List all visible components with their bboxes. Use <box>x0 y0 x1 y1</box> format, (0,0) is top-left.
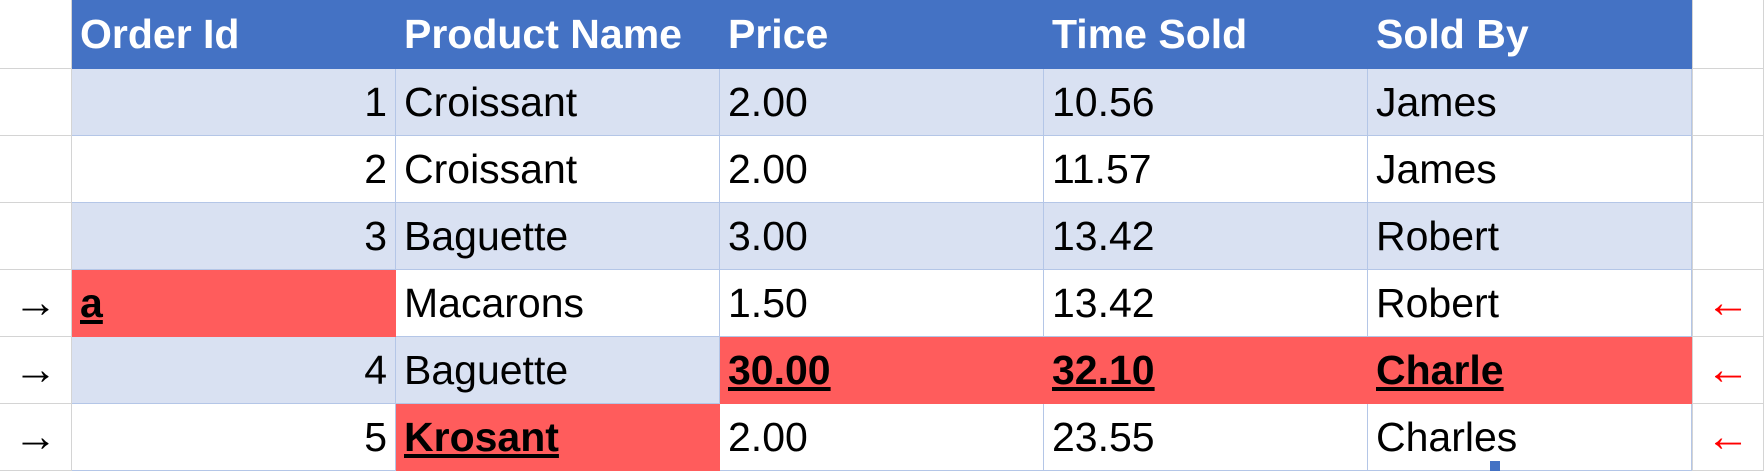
header-sold-by[interactable]: Sold By <box>1368 0 1692 69</box>
margin-cell[interactable] <box>1692 69 1764 136</box>
cell-order-id[interactable]: 2 <box>72 136 396 203</box>
margin-cell[interactable]: ← <box>1692 404 1764 471</box>
cell-time-sold-error[interactable]: 32.10 <box>1044 337 1368 404</box>
margin-cell[interactable]: → <box>0 337 72 404</box>
cell-sold-by[interactable]: James <box>1368 136 1692 203</box>
cell-order-id[interactable]: 5 <box>72 404 396 471</box>
margin-cell[interactable] <box>0 69 72 136</box>
cell-sold-by[interactable]: James <box>1368 69 1692 136</box>
margin-cell[interactable]: → <box>0 270 72 337</box>
margin-cell[interactable]: ← <box>1692 270 1764 337</box>
cell-time-sold[interactable]: 13.42 <box>1044 270 1368 337</box>
cell-price[interactable]: 2.00 <box>720 404 1044 471</box>
cell-product-name[interactable]: Croissant <box>396 69 720 136</box>
cell-order-id[interactable]: 4 <box>72 337 396 404</box>
cell-order-id-error[interactable]: a <box>72 270 396 337</box>
arrow-right-icon: → <box>13 278 58 327</box>
margin-cell[interactable] <box>0 0 72 69</box>
arrow-left-icon: ← <box>1706 412 1750 461</box>
cell-order-id[interactable]: 1 <box>72 69 396 136</box>
cell-time-sold[interactable]: 11.57 <box>1044 136 1368 203</box>
header-time-sold[interactable]: Time Sold <box>1044 0 1368 69</box>
margin-cell[interactable]: ← <box>1692 337 1764 404</box>
margin-cell[interactable] <box>1692 0 1764 69</box>
cell-time-sold[interactable]: 13.42 <box>1044 203 1368 270</box>
table-resize-handle[interactable] <box>1490 461 1500 471</box>
cell-product-name-error[interactable]: Krosant <box>396 404 720 471</box>
arrow-right-icon: → <box>13 412 58 461</box>
cell-sold-by[interactable]: Charles <box>1368 404 1692 471</box>
arrow-left-icon: ← <box>1706 345 1750 394</box>
margin-cell[interactable]: → <box>0 404 72 471</box>
cell-price-error[interactable]: 30.00 <box>720 337 1044 404</box>
cell-product-name[interactable]: Macarons <box>396 270 720 337</box>
cell-product-name[interactable]: Baguette <box>396 337 720 404</box>
cell-product-name[interactable]: Croissant <box>396 136 720 203</box>
cell-sold-by[interactable]: Robert <box>1368 203 1692 270</box>
margin-cell[interactable] <box>0 203 72 270</box>
cell-price[interactable]: 3.00 <box>720 203 1044 270</box>
header-product-name[interactable]: Product Name <box>396 0 720 69</box>
cell-product-name[interactable]: Baguette <box>396 203 720 270</box>
cell-price[interactable]: 2.00 <box>720 136 1044 203</box>
header-price[interactable]: Price <box>720 0 1044 69</box>
arrow-left-icon: ← <box>1706 278 1750 327</box>
margin-cell[interactable] <box>1692 203 1764 270</box>
cell-time-sold[interactable]: 10.56 <box>1044 69 1368 136</box>
header-order-id[interactable]: Order Id <box>72 0 396 69</box>
margin-cell[interactable] <box>0 136 72 203</box>
cell-price[interactable]: 1.50 <box>720 270 1044 337</box>
cell-price[interactable]: 2.00 <box>720 69 1044 136</box>
margin-cell[interactable] <box>1692 136 1764 203</box>
cell-sold-by[interactable]: Robert <box>1368 270 1692 337</box>
arrow-right-icon: → <box>13 345 58 394</box>
cell-sold-by-error[interactable]: Charle <box>1368 337 1692 404</box>
cell-order-id[interactable]: 3 <box>72 203 396 270</box>
cell-time-sold[interactable]: 23.55 <box>1044 404 1368 471</box>
